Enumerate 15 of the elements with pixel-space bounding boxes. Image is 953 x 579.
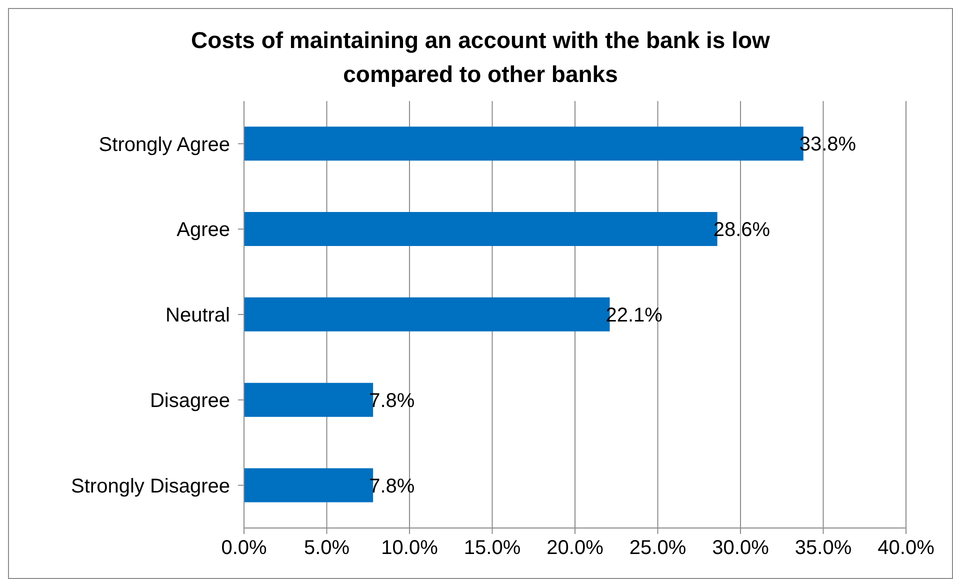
x-tick-label: 35.0% [794, 537, 852, 560]
y-tick-label: Strongly Disagree [71, 475, 230, 498]
y-tick-label: Disagree [150, 390, 230, 412]
x-tick-label: 30.0% [712, 537, 770, 560]
x-tick-label: 0.0% [221, 537, 268, 560]
x-tick-label: 25.0% [629, 537, 686, 560]
x-tick-label: 5.0% [304, 537, 350, 560]
chart-title: Costs of maintaining an account with the bank is low compared to other banks [190, 26, 771, 89]
x-tick-label: 10.0% [381, 537, 438, 560]
x-tick-label: 15.0% [464, 537, 521, 560]
y-tick-label: Strongly Agree [98, 134, 230, 156]
x-tick-label: 40.0% [878, 537, 935, 560]
y-tick-label: Agree [176, 219, 230, 242]
x-tick-label: 20.0% [546, 537, 604, 560]
y-tick-label: Neutral [166, 304, 230, 327]
